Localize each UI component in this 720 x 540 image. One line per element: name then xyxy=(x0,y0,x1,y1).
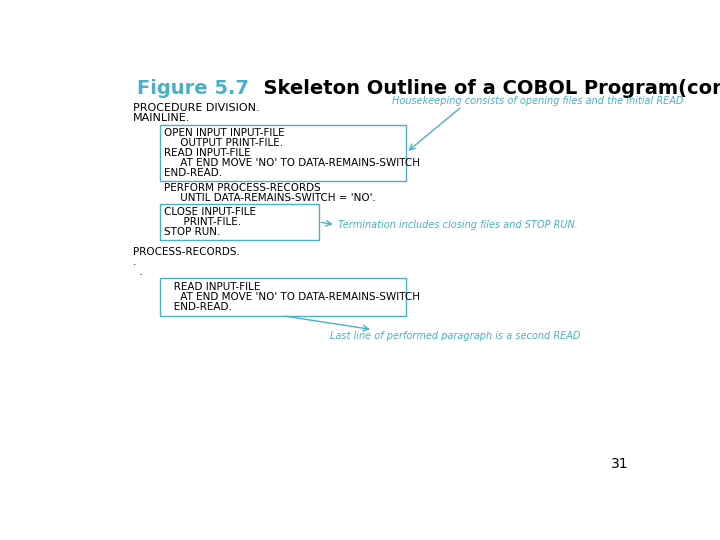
Text: CLOSE INPUT-FILE: CLOSE INPUT-FILE xyxy=(163,207,256,217)
Text: Last line of performed paragraph is a second READ: Last line of performed paragraph is a se… xyxy=(330,331,580,341)
Text: READ INPUT-FILE: READ INPUT-FILE xyxy=(163,148,251,158)
Text: OUTPUT PRINT-FILE.: OUTPUT PRINT-FILE. xyxy=(163,138,283,148)
Text: END-READ.: END-READ. xyxy=(163,168,222,178)
Text: Figure 5.7: Figure 5.7 xyxy=(137,79,249,98)
Text: PRINT-FILE.: PRINT-FILE. xyxy=(163,217,240,227)
Text: Housekeeping consists of opening files and the initial READ: Housekeeping consists of opening files a… xyxy=(392,96,683,106)
Text: 31: 31 xyxy=(611,457,629,471)
Text: AT END MOVE 'NO' TO DATA-REMAINS-SWITCH: AT END MOVE 'NO' TO DATA-REMAINS-SWITCH xyxy=(163,292,420,302)
Text: MAINLINE.: MAINLINE. xyxy=(132,113,190,123)
Text: UNTIL DATA-REMAINS-SWITCH = 'NO'.: UNTIL DATA-REMAINS-SWITCH = 'NO'. xyxy=(163,193,376,202)
Text: PROCEDURE DIVISION.: PROCEDURE DIVISION. xyxy=(132,103,259,113)
Text: READ INPUT-FILE: READ INPUT-FILE xyxy=(163,282,260,292)
Bar xyxy=(160,125,406,181)
Text: AT END MOVE 'NO' TO DATA-REMAINS-SWITCH: AT END MOVE 'NO' TO DATA-REMAINS-SWITCH xyxy=(163,158,420,168)
Text: PROCESS-RECORDS.: PROCESS-RECORDS. xyxy=(132,247,240,256)
Text: .: . xyxy=(132,256,136,267)
Text: STOP RUN.: STOP RUN. xyxy=(163,227,220,237)
Text: .: . xyxy=(132,267,143,276)
Bar xyxy=(160,204,319,240)
Text: Termination includes closing files and STOP RUN.: Termination includes closing files and S… xyxy=(338,220,578,230)
Text: OPEN INPUT INPUT-FILE: OPEN INPUT INPUT-FILE xyxy=(163,128,284,138)
Text: END-READ.: END-READ. xyxy=(163,302,232,312)
Text: Skeleton Outline of a COBOL Program(cont.): Skeleton Outline of a COBOL Program(cont… xyxy=(251,79,720,98)
Bar xyxy=(160,278,406,316)
Text: PERFORM PROCESS-RECORDS: PERFORM PROCESS-RECORDS xyxy=(163,183,320,193)
